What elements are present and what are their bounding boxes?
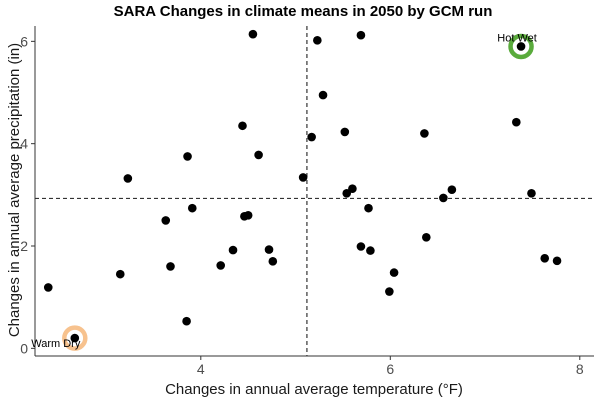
data-point [389,268,399,277]
data-point [123,174,133,183]
data-point [527,189,536,198]
data-point [420,129,429,138]
x-tick-label: 8 [576,361,584,377]
data-point [348,184,357,193]
data-point [182,316,191,326]
data-point [366,246,375,255]
plot-area: 4 6 8 0 2 4 6 Hot Wet Warm Dry [20,26,594,377]
annotation-label: Hot Wet [497,32,537,44]
data-point [228,245,238,255]
x-axis-label: Changes in annual average temperature (°… [165,381,463,398]
x-tick-label: 4 [197,361,205,377]
data-point [364,203,373,213]
data-point [254,150,263,160]
axis-ticks: 4 6 8 0 2 4 6 [20,33,584,377]
data-point [356,242,366,251]
data-point [43,283,53,292]
data-point [340,127,350,137]
data-point [516,42,526,51]
data-point [356,30,366,40]
y-tick-label: 2 [20,238,28,254]
data-point [318,90,328,100]
data-point [161,216,171,225]
data-point [187,203,197,213]
data-point [238,121,247,131]
x-tick-label: 6 [386,361,394,377]
data-point [264,245,274,254]
data-point [447,185,457,195]
data-point [268,257,278,266]
annotations: Hot Wet Warm Dry [31,32,537,351]
data-points [43,29,562,343]
data-point [183,152,192,161]
y-tick-label: 6 [20,33,28,49]
reference-lines [35,26,594,356]
data-point [552,256,562,266]
data-point [115,269,125,279]
data-point [540,253,550,263]
highlight-ring [62,325,88,351]
data-point [385,287,394,296]
data-point [243,211,253,220]
highlight-ring [508,33,534,60]
y-tick-label: 4 [20,136,28,152]
annotation-label: Warm Dry [31,338,81,350]
data-point [512,117,521,127]
y-axis-label: Changes in annual average precipitation … [6,43,23,337]
data-point [248,29,258,39]
data-point [313,36,322,45]
data-point [342,189,352,198]
y-tick-label: 0 [20,340,28,356]
data-point [422,233,431,242]
data-point [439,193,448,203]
data-point [216,261,226,270]
chart-title: SARA Changes in climate means in 2050 by… [114,3,493,20]
data-point [298,173,308,182]
data-point [307,132,316,142]
data-point [70,333,80,343]
data-point [166,262,175,271]
